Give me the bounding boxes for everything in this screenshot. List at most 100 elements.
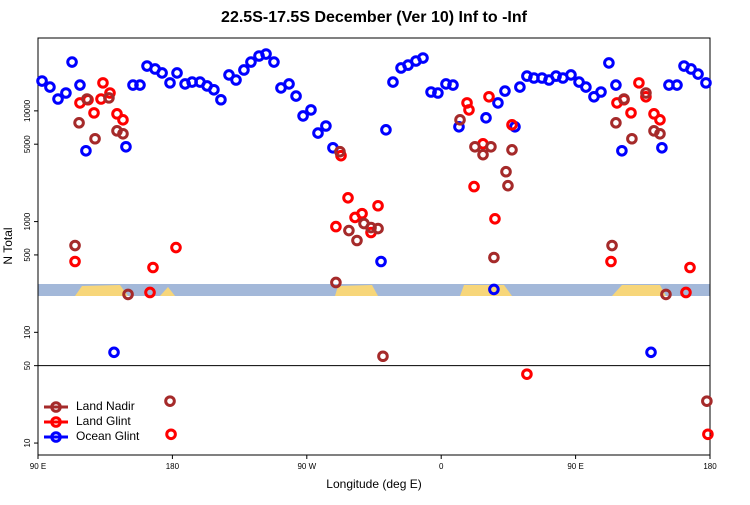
plot-frame	[37, 37, 711, 456]
point	[417, 52, 429, 64]
point	[702, 428, 714, 441]
point	[80, 144, 92, 157]
point	[606, 239, 618, 252]
point	[489, 212, 501, 225]
point	[245, 56, 257, 68]
point	[52, 93, 64, 105]
point	[122, 288, 134, 301]
x-tick-label: 180	[703, 462, 717, 471]
point	[108, 346, 120, 359]
point	[127, 79, 139, 91]
point	[36, 75, 48, 87]
point	[485, 140, 497, 153]
point	[260, 48, 272, 60]
point	[69, 255, 81, 268]
point	[488, 251, 500, 264]
point	[605, 255, 617, 268]
point	[502, 179, 514, 192]
point	[164, 77, 176, 89]
point	[700, 77, 712, 89]
point	[104, 87, 116, 99]
point	[463, 104, 475, 116]
point	[648, 108, 660, 120]
point	[477, 148, 489, 161]
point	[492, 97, 504, 109]
point	[117, 114, 129, 126]
point	[312, 127, 324, 139]
legend-marker	[50, 401, 62, 413]
x-axis-label: Longitude (deg E)	[326, 477, 421, 491]
point	[230, 74, 242, 86]
point	[171, 67, 183, 79]
point	[645, 346, 657, 359]
point	[640, 87, 652, 99]
point	[468, 180, 480, 193]
point	[297, 110, 309, 122]
point	[44, 81, 56, 93]
point	[88, 107, 100, 119]
point	[97, 77, 109, 89]
point	[73, 117, 85, 129]
point	[654, 114, 666, 126]
point	[320, 120, 332, 132]
x-tick-label: 90 E	[30, 462, 46, 471]
x-tick-label: 0	[439, 462, 444, 471]
point	[671, 79, 683, 91]
point	[375, 255, 387, 268]
point	[60, 87, 72, 99]
legend-marker	[50, 416, 62, 428]
point	[238, 64, 250, 76]
point	[356, 207, 368, 220]
point	[506, 143, 518, 156]
legend-label: Ocean Glint	[76, 429, 140, 443]
x-tick-label: 90 W	[297, 462, 316, 471]
point	[380, 124, 392, 136]
point	[330, 220, 342, 233]
point	[305, 104, 317, 116]
legend-label: Land Glint	[76, 414, 131, 428]
y-tick-label: 10000	[23, 99, 32, 122]
point	[447, 79, 459, 91]
point	[111, 108, 123, 120]
point	[506, 119, 518, 131]
point	[610, 79, 622, 91]
point	[610, 117, 622, 129]
y-tick-label: 10	[23, 438, 32, 447]
point	[215, 93, 227, 106]
point	[351, 234, 363, 247]
point	[633, 77, 645, 89]
point	[283, 78, 295, 90]
point	[626, 132, 638, 145]
legend-marker	[50, 431, 62, 443]
point	[66, 56, 78, 68]
point	[692, 68, 704, 80]
point	[103, 92, 115, 104]
point	[580, 81, 592, 93]
point	[432, 87, 444, 99]
point	[480, 112, 492, 124]
point	[514, 81, 526, 93]
point	[595, 86, 607, 98]
point	[660, 288, 672, 301]
point	[656, 141, 668, 154]
point	[144, 286, 156, 299]
point	[290, 90, 302, 102]
point	[268, 56, 280, 68]
y-tick-label: 5000	[23, 135, 32, 153]
x-tick-label: 180	[166, 462, 180, 471]
point	[81, 93, 93, 105]
point	[170, 241, 182, 254]
point	[483, 90, 495, 103]
point	[499, 85, 511, 97]
point	[654, 127, 666, 140]
point	[701, 395, 713, 407]
y-tick-label: 100	[23, 325, 32, 339]
point	[387, 76, 399, 88]
point	[603, 57, 615, 69]
point	[616, 144, 628, 157]
point	[469, 140, 481, 153]
y-tick-label: 500	[23, 248, 32, 262]
point	[165, 428, 177, 441]
point	[684, 261, 696, 274]
